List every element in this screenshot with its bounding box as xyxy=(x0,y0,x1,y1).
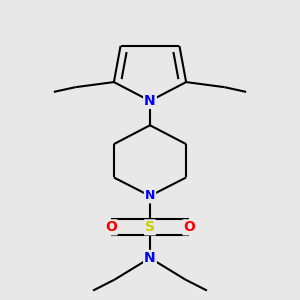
Text: N: N xyxy=(144,94,156,108)
Text: O: O xyxy=(183,220,195,234)
Text: N: N xyxy=(145,189,155,203)
Text: N: N xyxy=(144,251,156,265)
Text: S: S xyxy=(145,220,155,234)
Text: O: O xyxy=(105,220,117,234)
